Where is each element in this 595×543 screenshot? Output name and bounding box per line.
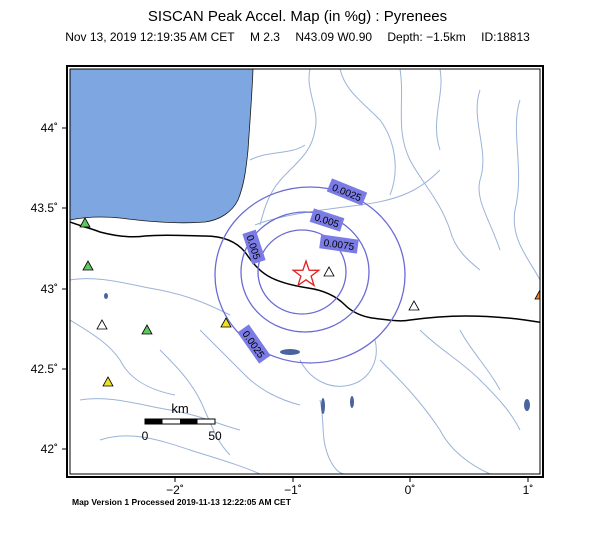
- scale-bar: km 0 50: [142, 401, 222, 443]
- rivers: [70, 69, 540, 474]
- pga-contours: [214, 186, 406, 364]
- station-yellow-1[interactable]: [220, 317, 232, 328]
- event-date: Nov 13, 2019 12:19:35 AM CET: [65, 30, 235, 44]
- map-frame: [66, 65, 544, 478]
- lat-tick-43-5: 43.5˚: [31, 201, 58, 215]
- epicenter-star-icon: [291, 258, 321, 288]
- svg-text:0: 0: [142, 429, 149, 443]
- lat-tick-44: 44˚: [41, 121, 58, 135]
- station-white-3[interactable]: [408, 300, 420, 311]
- svg-text:0.005: 0.005: [313, 212, 341, 230]
- event-location: N43.09 W0.90: [295, 30, 373, 44]
- latitude-axis: 44˚ 43.5˚ 43˚ 42.5˚ 42˚: [31, 121, 67, 456]
- svg-text:km: km: [171, 401, 188, 416]
- lon-tick-minus-1: −1˚: [284, 483, 302, 497]
- lon-tick-0: 0˚: [405, 483, 416, 497]
- svg-text:50: 50: [208, 429, 222, 443]
- event-info: Nov 13, 2019 12:19:35 AM CET M 2.3 N43.0…: [0, 30, 595, 44]
- station-yellow-2[interactable]: [102, 376, 114, 387]
- national-border: [70, 221, 540, 324]
- sea-area: [70, 69, 254, 224]
- station-white-1[interactable]: [96, 319, 108, 330]
- longitude-axis: −2˚ −1˚ 0˚ 1˚: [166, 477, 533, 497]
- lat-tick-43: 43˚: [41, 282, 58, 296]
- map-footer: Map Version 1 Processed 2019-11-13 12:22…: [72, 497, 291, 507]
- lakes: [104, 293, 530, 414]
- lat-tick-42-5: 42.5˚: [31, 362, 58, 376]
- station-green-3[interactable]: [141, 324, 153, 335]
- event-magnitude: M 2.3: [249, 30, 280, 44]
- lon-tick-1: 1˚: [523, 483, 534, 497]
- map-title: SISCAN Peak Accel. Map (in %g) : Pyrenee…: [147, 8, 448, 25]
- contour-label-3: 0.0075: [319, 234, 359, 254]
- station-orange-1[interactable]: [534, 289, 545, 300]
- lat-tick-42: 42˚: [41, 442, 58, 456]
- contour-label-1: 0.0025: [326, 178, 368, 206]
- station-green-1[interactable]: [79, 217, 91, 228]
- event-id: ID:18813: [481, 30, 530, 44]
- lon-tick-minus-2: −2˚: [166, 483, 184, 497]
- contour-label-5: 0.0025: [237, 324, 271, 364]
- svg-text:0.0075: 0.0075: [323, 238, 355, 253]
- station-white-2[interactable]: [323, 266, 335, 277]
- station-green-2[interactable]: [82, 260, 94, 271]
- event-depth: Depth: −1.5km: [387, 30, 466, 44]
- contour-label-2: 0.005: [309, 208, 345, 232]
- stations: [79, 217, 545, 387]
